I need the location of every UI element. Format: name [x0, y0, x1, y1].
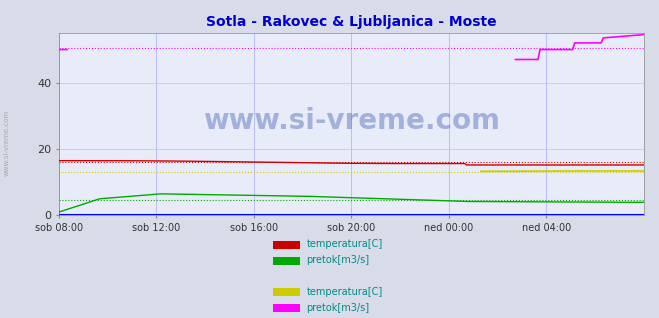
Text: www.si-vreme.com: www.si-vreme.com [3, 110, 10, 176]
Title: Sotla - Rakovec & Ljubljanica - Moste: Sotla - Rakovec & Ljubljanica - Moste [206, 15, 497, 29]
Text: temperatura[C]: temperatura[C] [306, 287, 383, 297]
Text: www.si-vreme.com: www.si-vreme.com [203, 107, 500, 135]
Text: temperatura[C]: temperatura[C] [306, 239, 383, 249]
Text: pretok[m3/s]: pretok[m3/s] [306, 303, 370, 313]
Text: pretok[m3/s]: pretok[m3/s] [306, 255, 370, 265]
